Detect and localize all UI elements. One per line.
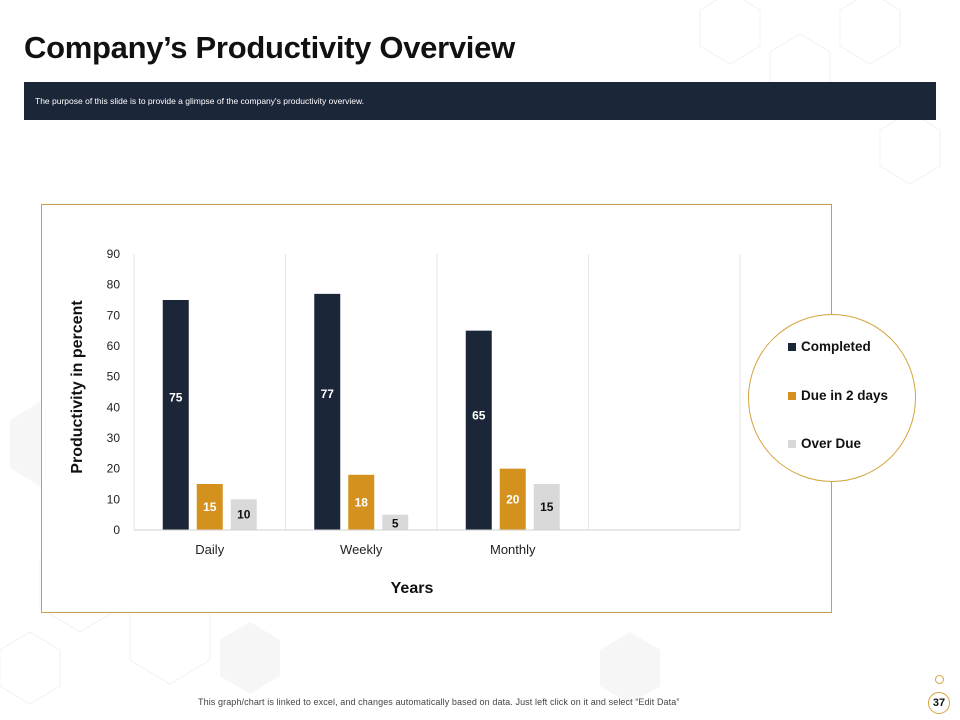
data-label-over-due: 5 [392, 516, 399, 530]
bar-over-due [533, 484, 560, 530]
y-tick-label: 30 [107, 431, 121, 445]
y-tick-label: 80 [107, 278, 121, 292]
data-label-due-in-2-days: 20 [506, 492, 520, 506]
legend-swatch-due-in-2-days [788, 391, 796, 400]
bar-over-due [230, 499, 257, 530]
bar-completed [314, 293, 341, 530]
x-tick-label: Monthly [490, 542, 536, 557]
bar-due-in-2-days [499, 468, 526, 530]
data-label-due-in-2-days: 18 [355, 495, 369, 509]
x-tick-label: Daily [195, 542, 224, 557]
legend-swatch-over-due [788, 439, 796, 448]
data-label-over-due: 15 [540, 500, 554, 514]
footer-note: This graph/chart is linked to excel, and… [198, 697, 680, 707]
data-label-over-due: 10 [237, 508, 251, 522]
legend-item-due-in-2-days[interactable]: Due in 2 days [788, 388, 888, 403]
data-labels: 75 15 10 77 18 5 65 20 15 [169, 387, 554, 530]
y-tick-label: 70 [107, 308, 121, 322]
bars [162, 293, 560, 530]
y-axis-title: Productivity in percent [69, 300, 86, 474]
purpose-text: The purpose of this slide is to provide … [35, 96, 365, 106]
bar-completed [162, 300, 189, 530]
legend-label-completed: Completed [801, 339, 871, 354]
legend-label-over-due: Over Due [801, 436, 862, 451]
y-tick-label: 10 [107, 492, 121, 506]
bar-due-in-2-days [196, 484, 223, 530]
y-tick-label: 40 [107, 400, 121, 414]
bar-due-in-2-days [348, 474, 375, 530]
legend-item-completed[interactable]: Completed [788, 339, 871, 354]
legend-item-over-due[interactable]: Over Due [788, 436, 861, 451]
page-dot-decoration [935, 675, 944, 684]
x-axis-title: Years [391, 580, 434, 597]
bar-completed [465, 330, 492, 530]
y-tick-label: 20 [107, 462, 121, 476]
data-label-completed: 75 [169, 391, 183, 405]
data-label-due-in-2-days: 15 [203, 500, 217, 514]
y-tick-label: 50 [107, 370, 121, 384]
axes: 0 10 20 30 40 50 60 70 80 90 Daily Weekly Monthly [107, 247, 740, 557]
gridlines [133, 254, 741, 530]
data-label-completed: 65 [472, 408, 486, 422]
page-number: 37 [928, 692, 950, 714]
x-tick-label: Weekly [340, 542, 383, 557]
purpose-banner: The purpose of this slide is to provide … [24, 82, 936, 120]
y-tick-label: 0 [113, 523, 120, 537]
legend [748, 314, 916, 482]
data-label-completed: 77 [321, 387, 335, 401]
y-tick-label: 90 [107, 247, 121, 261]
legend-label-due-in-2-days: Due in 2 days [801, 388, 889, 403]
bar-over-due [382, 514, 409, 530]
y-tick-label: 60 [107, 339, 121, 353]
slide-title: Company’s Productivity Overview [24, 30, 515, 65]
legend-swatch-completed [788, 342, 796, 351]
